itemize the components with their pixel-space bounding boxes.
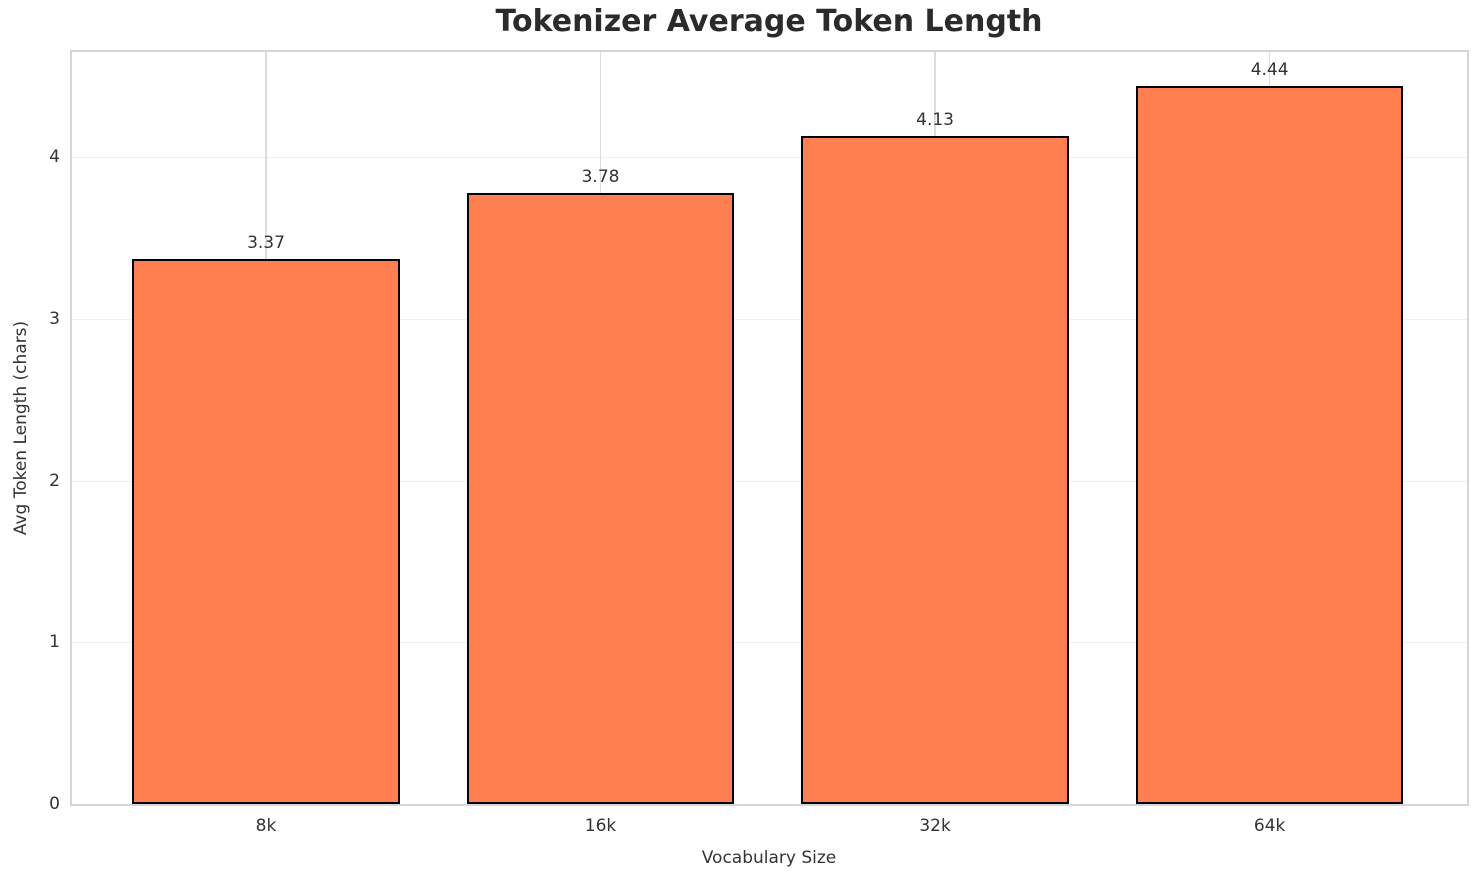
x-tick-label: 8k xyxy=(255,816,277,836)
grid-line-horizontal xyxy=(72,157,1467,159)
bar-value-label: 3.37 xyxy=(247,233,285,253)
y-tick-label: 0 xyxy=(49,794,60,814)
x-tick-label: 16k xyxy=(584,816,617,836)
bar xyxy=(132,259,400,804)
bar xyxy=(466,192,735,804)
x-axis-label: Vocabulary Size xyxy=(701,848,837,868)
y-tick-label: 4 xyxy=(49,147,60,168)
bar-value-label: 4.13 xyxy=(916,110,955,131)
grid-line-horizontal xyxy=(72,480,1467,482)
bar xyxy=(801,136,1069,804)
bar-value-label: 4.44 xyxy=(1250,59,1289,80)
y-axis-label: Avg Token Length (chars) xyxy=(11,320,31,536)
plot-area: 0 1 2 3 4 8k 16k 32k 64k 3.37 3.78 4.13 4.44 xyxy=(49,50,1469,836)
x-tick-label: 32k xyxy=(919,816,951,836)
y-tick-label: 3 xyxy=(49,308,60,329)
y-tick-label: 1 xyxy=(49,632,60,653)
x-tick-label: 64k xyxy=(1253,816,1286,836)
y-tick-label: 2 xyxy=(49,470,60,491)
grid-line-horizontal xyxy=(72,318,1467,320)
bar-value-label: 3.78 xyxy=(581,166,620,187)
bar xyxy=(1135,85,1404,804)
chart-title: Tokenizer Average Token Length xyxy=(495,4,1043,39)
grid-line-horizontal xyxy=(72,642,1467,644)
